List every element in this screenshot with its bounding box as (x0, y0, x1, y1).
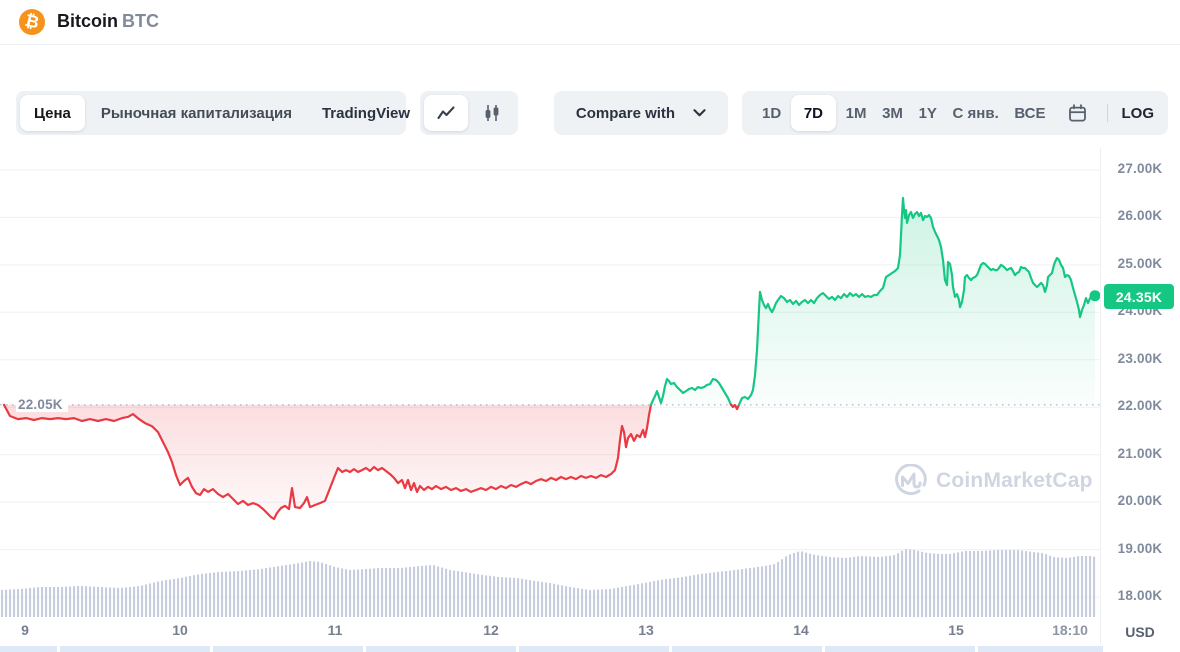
range-ytd-button[interactable]: С янв. (952, 104, 999, 122)
coinmarketcap-logo-icon (895, 464, 927, 495)
scrollbar-tick-gap (822, 646, 825, 652)
price-chart-plot[interactable] (0, 148, 1100, 618)
volume-bars (1, 549, 1096, 618)
y-axis-label: 26.00K (1117, 208, 1163, 224)
tab-tradingview[interactable]: TradingView (321, 104, 411, 122)
open-price-label: 22.05K (16, 397, 68, 412)
candlestick-icon (485, 105, 499, 121)
candlestick-button[interactable] (470, 95, 514, 131)
price-lines (2, 196, 1097, 521)
watermark: CoinMarketCap (893, 464, 1093, 498)
y-axis-label: 27.00K (1117, 161, 1163, 176)
range-all-button[interactable]: ВСЕ (1014, 104, 1046, 122)
y-axis-label: 19.00K (1117, 540, 1163, 556)
x-axis-label: 13 (638, 622, 654, 638)
y-axis-label: 21.00K (1117, 445, 1163, 461)
x-axis-time-label: 18:10 (1052, 622, 1088, 638)
coin-symbol: BTC (122, 11, 159, 31)
y-axis-label: 18.00K (1117, 587, 1163, 603)
tab-price[interactable]: Цена (20, 95, 85, 131)
calendar-button[interactable] (1062, 95, 1093, 131)
y-axis-unit: USD (1125, 624, 1155, 640)
last-price-badge: 24.35K (1104, 284, 1174, 309)
chart-mode-tabs: Цена Рыночная капитализация TradingView (16, 91, 410, 135)
page-header: ₿ Bitcoin BTC (0, 0, 1180, 45)
y-axis-label: 22.00K (1117, 398, 1163, 414)
compare-with-label: Compare with (575, 104, 676, 122)
watermark-text: CoinMarketCap (936, 469, 1093, 492)
range-1y-button[interactable]: 1Y (918, 104, 937, 122)
tab-market-cap[interactable]: Рыночная капитализация (100, 104, 292, 122)
scrollbar-tick-gap (975, 646, 978, 652)
bitcoin-logo-icon: ₿ (19, 9, 45, 35)
line-chart-button[interactable] (424, 95, 468, 131)
y-axis-label: 20.00K (1117, 493, 1163, 509)
last-price-dot (1089, 290, 1100, 302)
x-axis-label: 14 (793, 622, 809, 638)
x-axis-label: 9 (21, 622, 29, 638)
y-axis-border (1100, 148, 1101, 645)
page-title: Bitcoin (57, 11, 118, 31)
compare-with-dropdown[interactable]: Compare with (554, 91, 728, 135)
scrollbar-tick-gap (57, 646, 60, 652)
time-scrollbar[interactable] (0, 646, 1103, 652)
range-1d-button[interactable]: 1D (762, 104, 782, 122)
chevron-down-icon (693, 109, 706, 117)
x-axis-label: 11 (327, 622, 343, 638)
calendar-icon (1068, 103, 1086, 121)
scrollbar-tick-gap (669, 646, 672, 652)
range-1m-button[interactable]: 1M (845, 104, 867, 122)
range-7d-button[interactable]: 7D (790, 95, 836, 131)
range-3m-button[interactable]: 3M (882, 104, 903, 122)
scrollbar-tick-gap (363, 646, 366, 652)
price-area-fills (4, 198, 1095, 519)
chart-type-toggle (420, 91, 518, 135)
line-chart-icon (437, 106, 455, 120)
scrollbar-tick-gap (516, 646, 519, 652)
x-axis-label: 15 (948, 622, 964, 638)
y-axis-label: 25.00K (1117, 255, 1163, 271)
toolbar-divider (1106, 104, 1108, 122)
scrollbar-tick-gap (210, 646, 213, 652)
x-axis-label: 10 (172, 622, 188, 638)
time-range-bar: 1D 7D 1M 3M 1Y С янв. ВСЕ LOG (742, 91, 1168, 135)
y-axis-label: 23.00K (1117, 350, 1163, 366)
log-scale-button[interactable]: LOG (1121, 104, 1155, 122)
x-axis-label: 12 (483, 622, 499, 638)
